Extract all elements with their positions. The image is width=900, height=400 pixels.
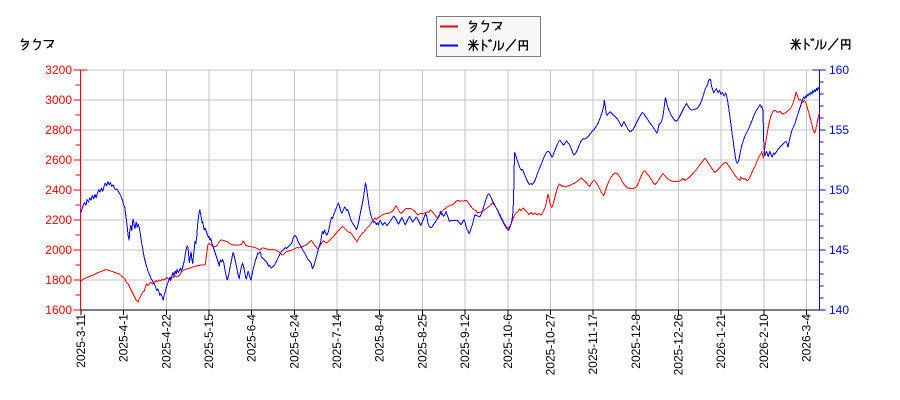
svg-text:2400: 2400 (45, 183, 72, 197)
svg-text:2200: 2200 (45, 213, 72, 227)
svg-text:3200: 3200 (45, 63, 72, 77)
svg-text:2025-12-8: 2025-12-8 (629, 314, 643, 369)
svg-text:2025-12-26: 2025-12-26 (671, 314, 685, 376)
svg-text:150: 150 (829, 183, 849, 197)
svg-text:2025-8-4: 2025-8-4 (373, 314, 387, 362)
svg-text:2800: 2800 (45, 123, 72, 137)
svg-text:2025-9-12: 2025-9-12 (458, 314, 472, 369)
svg-text:145: 145 (829, 243, 849, 257)
svg-text:2000: 2000 (45, 243, 72, 257)
svg-text:2026-1-21: 2026-1-21 (714, 314, 728, 369)
svg-text:155: 155 (829, 123, 849, 137)
svg-text:160: 160 (829, 63, 849, 77)
svg-text:3000: 3000 (45, 93, 72, 107)
svg-text:2025-6-4: 2025-6-4 (245, 314, 259, 362)
svg-text:2025-4-1: 2025-4-1 (117, 314, 131, 362)
svg-text:2600: 2600 (45, 153, 72, 167)
svg-text:2025-11-17: 2025-11-17 (586, 314, 600, 375)
svg-text:140: 140 (829, 303, 849, 317)
svg-text:2025-8-25: 2025-8-25 (415, 314, 429, 369)
svg-text:2025-7-14: 2025-7-14 (330, 314, 344, 369)
svg-text:2025-4-22: 2025-4-22 (159, 314, 173, 369)
svg-text:2025-6-24: 2025-6-24 (287, 314, 301, 369)
svg-text:2026-2-10: 2026-2-10 (757, 314, 771, 369)
svg-text:2025-5-15: 2025-5-15 (202, 314, 216, 369)
svg-text:1800: 1800 (45, 273, 72, 287)
svg-text:2025-3-11: 2025-3-11 (74, 314, 88, 368)
svg-text:2025-10-6: 2025-10-6 (501, 314, 515, 369)
svg-text:2026-3-4: 2026-3-4 (800, 314, 814, 362)
svg-text:1600: 1600 (45, 303, 72, 317)
svg-text:2025-10-27: 2025-10-27 (543, 314, 557, 376)
